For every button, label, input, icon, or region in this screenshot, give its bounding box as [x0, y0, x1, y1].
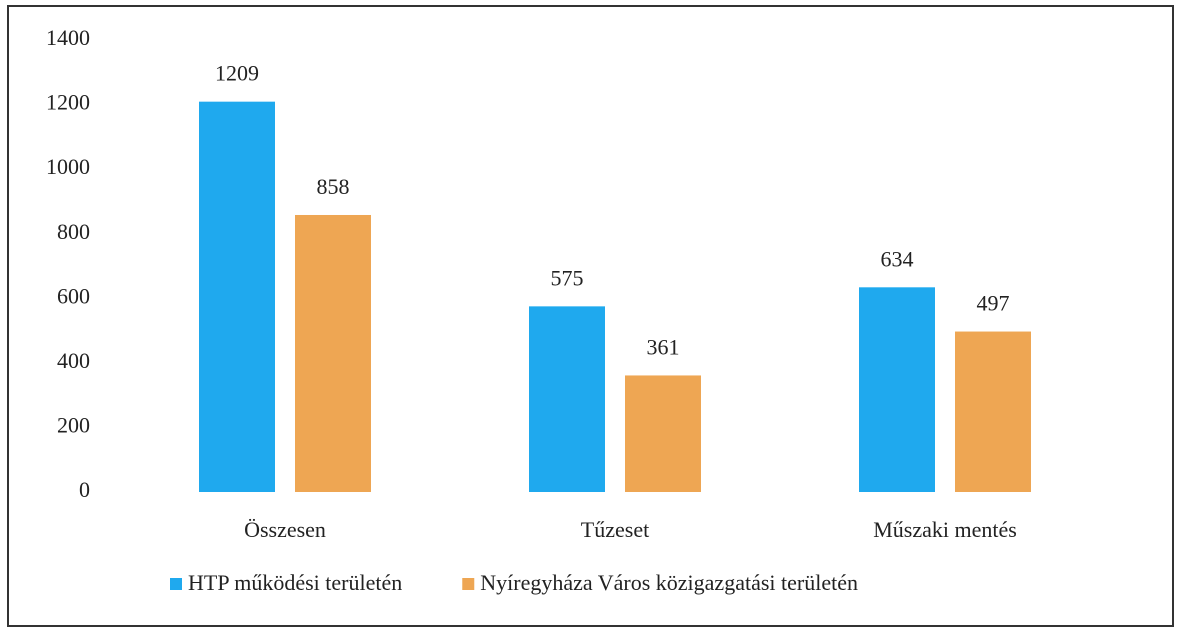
legend-swatch: [462, 578, 475, 590]
legend-label: HTP működési területén: [188, 570, 402, 595]
y-tick-label: 800: [57, 219, 90, 244]
data-label: 1209: [215, 61, 259, 86]
data-label: 497: [977, 291, 1010, 316]
bar: [859, 287, 935, 492]
legend-swatch: [170, 578, 182, 590]
y-tick-label: 0: [79, 477, 90, 502]
y-tick-label: 400: [57, 348, 90, 373]
y-tick-label: 1000: [46, 154, 90, 179]
bar: [295, 214, 371, 492]
x-tick-label: Műszaki mentés: [873, 517, 1017, 542]
data-label: 361: [647, 334, 680, 359]
x-tick-label: Összesen: [244, 517, 326, 542]
bar: [625, 375, 701, 492]
data-label: 634: [881, 246, 914, 271]
data-label: 858: [317, 174, 350, 199]
bar: [529, 306, 605, 492]
y-tick-label: 1400: [46, 25, 90, 50]
legend-label: Nyíregyháza Város közigazgatási területé…: [480, 570, 858, 595]
bar: [955, 331, 1031, 492]
y-tick-label: 1200: [46, 90, 90, 115]
x-tick-label: Tűzeset: [581, 517, 649, 542]
y-tick-label: 200: [57, 412, 90, 437]
y-tick-label: 600: [57, 283, 90, 308]
data-label: 575: [551, 265, 584, 290]
bar: [199, 101, 275, 492]
